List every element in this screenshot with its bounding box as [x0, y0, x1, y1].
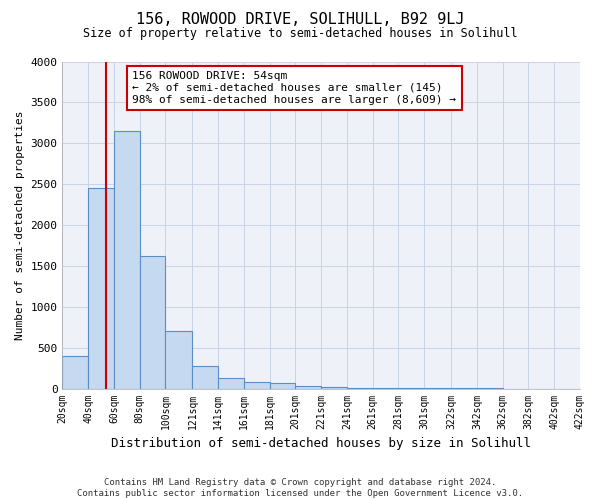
- Bar: [295, 386, 321, 388]
- Bar: [270, 383, 295, 388]
- Text: 156 ROWOOD DRIVE: 54sqm
← 2% of semi-detached houses are smaller (145)
98% of se: 156 ROWOOD DRIVE: 54sqm ← 2% of semi-det…: [132, 72, 456, 104]
- Bar: [88, 188, 114, 388]
- X-axis label: Distribution of semi-detached houses by size in Solihull: Distribution of semi-detached houses by …: [111, 437, 531, 450]
- Text: 156, ROWOOD DRIVE, SOLIHULL, B92 9LJ: 156, ROWOOD DRIVE, SOLIHULL, B92 9LJ: [136, 12, 464, 28]
- Text: Contains HM Land Registry data © Crown copyright and database right 2024.
Contai: Contains HM Land Registry data © Crown c…: [77, 478, 523, 498]
- Bar: [140, 256, 166, 388]
- Text: Size of property relative to semi-detached houses in Solihull: Size of property relative to semi-detach…: [83, 28, 517, 40]
- Bar: [244, 382, 270, 388]
- Bar: [193, 366, 218, 388]
- Bar: [166, 332, 193, 388]
- Bar: [218, 378, 244, 388]
- Bar: [114, 131, 140, 388]
- Bar: [62, 356, 88, 388]
- Y-axis label: Number of semi-detached properties: Number of semi-detached properties: [15, 110, 25, 340]
